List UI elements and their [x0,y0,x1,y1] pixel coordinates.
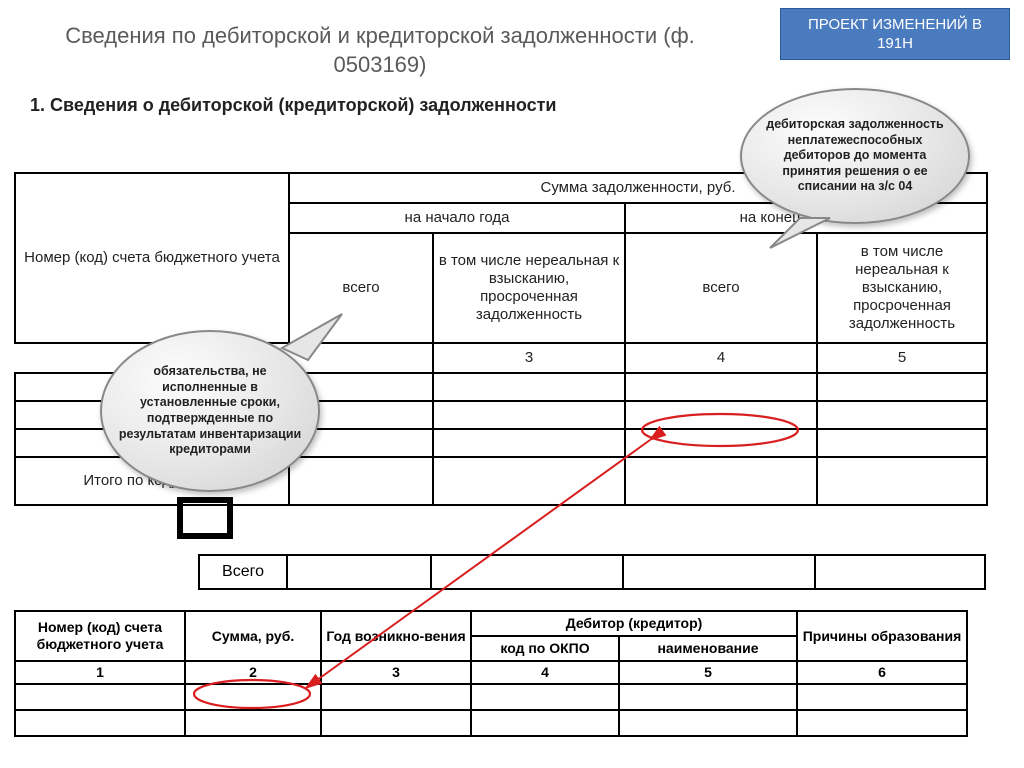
data-cell [817,457,987,505]
callout-left-text: обязательства, не исполненные в установл… [116,364,304,458]
t2-n6: 6 [797,661,967,684]
data-cell [625,457,817,505]
data-cell [625,373,817,401]
callout-top-text: дебиторская задолженность неплатежеспосо… [756,117,954,195]
sub-desc-1: в том числе нереальная к взысканию, прос… [433,233,625,343]
data-cell [15,684,185,710]
data-cell [619,684,797,710]
t2-n4: 4 [471,661,619,684]
callout-left: обязательства, не исполненные в установл… [100,330,320,492]
callout-top: дебиторская задолженность неплатежеспосо… [740,88,970,224]
data-cell [817,429,987,457]
data-cell [817,401,987,429]
data-cell [321,710,471,736]
t2-n3: 3 [321,661,471,684]
data-cell [185,684,321,710]
data-cell [817,373,987,401]
vsego-row: Всего [198,554,986,590]
project-badge: ПРОЕКТ ИЗМЕНЕНИЙ В 191Н [780,8,1010,60]
begin-year: на начало года [289,203,625,233]
data-cell [623,555,815,589]
data-cell [471,710,619,736]
data-cell [15,710,185,736]
project-badge-l2: 191Н [877,35,913,52]
data-cell [433,457,625,505]
t2-c3: Год возникно-вения [321,611,471,661]
colnum-5: 5 [817,343,987,373]
data-cell [433,373,625,401]
sub-desc-2: в том числе нереальная к взысканию, прос… [817,233,987,343]
t2-c5: наименование [619,636,797,661]
data-cell [433,401,625,429]
colnum-3: 3 [433,343,625,373]
t2-c4: код по ОКПО [471,636,619,661]
data-cell [185,710,321,736]
sub-vsego-2: всего [625,233,817,343]
data-cell [619,710,797,736]
sub-vsego-1: всего [289,233,433,343]
col1-header: Номер (код) счета бюджетного учета [15,173,289,343]
data-cell [431,555,623,589]
section-heading: 1. Сведения о дебиторской (кредиторской)… [30,94,556,117]
gap-cell [289,343,433,373]
project-badge-l1: ПРОЕКТ ИЗМЕНЕНИЙ В [808,16,982,33]
page-title: Сведения по дебиторской и кредиторской з… [30,22,730,79]
data-cell [797,684,967,710]
t2-n1: 1 [15,661,185,684]
data-cell [797,710,967,736]
t2-n5: 5 [619,661,797,684]
data-cell [289,457,433,505]
t2-n2: 2 [185,661,321,684]
t2-c2: Сумма, руб. [185,611,321,661]
data-cell [287,555,431,589]
t2-c6: Причины образования [797,611,967,661]
data-cell [815,555,985,589]
data-cell [321,684,471,710]
data-cell [625,401,817,429]
data-cell [625,429,817,457]
vsego-label: Всего [199,555,287,589]
colnum-4: 4 [625,343,817,373]
data-cell [433,429,625,457]
t2-deb-head: Дебитор (кредитор) [471,611,797,636]
data-cell [471,684,619,710]
debt-table-secondary: Номер (код) счета бюджетного учета Сумма… [14,610,968,737]
t2-c1: Номер (код) счета бюджетного учета [15,611,185,661]
